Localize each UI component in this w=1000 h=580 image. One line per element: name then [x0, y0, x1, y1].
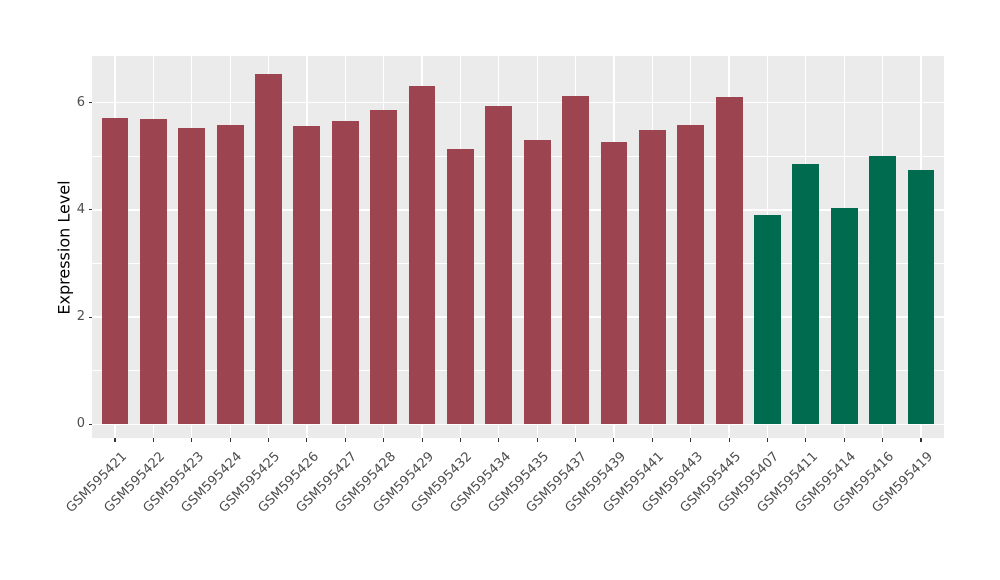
x-tick-mark [805, 438, 807, 442]
y-tick-label: 0 [76, 416, 85, 432]
x-tick-mark [421, 438, 423, 442]
y-axis-title: Expression Level [54, 180, 74, 315]
gridline-minor-y [92, 370, 944, 372]
x-tick-mark [306, 438, 308, 442]
bar-GSM595422 [139, 118, 167, 425]
x-tick-mark [843, 438, 845, 442]
x-tick-mark [498, 438, 500, 442]
bar-GSM595427 [331, 120, 359, 425]
bar-GSM595429 [408, 86, 436, 425]
bar-GSM595443 [677, 125, 705, 425]
bar-GSM595425 [255, 74, 282, 425]
x-tick-mark [920, 438, 922, 442]
y-tick-label: 6 [76, 94, 85, 110]
bar-GSM595416 [869, 155, 897, 425]
y-tick-label: 4 [76, 201, 85, 217]
gridline-major-y [92, 316, 944, 318]
bar-GSM595441 [638, 130, 666, 425]
bar-GSM595439 [600, 141, 628, 425]
x-tick-mark [766, 438, 768, 442]
bar-GSM595434 [485, 106, 513, 425]
bar-GSM595421 [101, 117, 129, 425]
x-tick-mark [728, 438, 730, 442]
bar-GSM595437 [562, 95, 589, 425]
y-tick-mark [89, 102, 92, 104]
bar-GSM595411 [792, 163, 820, 425]
x-tick-mark [882, 438, 884, 442]
x-tick-label-text: GSM595419 [869, 449, 936, 516]
x-tick-mark [575, 438, 577, 442]
bar-GSM595435 [523, 140, 551, 425]
bar-GSM595423 [178, 127, 206, 425]
x-tick-mark [267, 438, 270, 442]
y-tick-label: 2 [76, 309, 85, 325]
bar-GSM595414 [830, 208, 858, 425]
bar-GSM595424 [216, 124, 244, 425]
bar-GSM595428 [370, 110, 398, 425]
x-tick-mark [114, 438, 116, 442]
gridline-major-y [92, 423, 944, 425]
x-tick-mark [191, 438, 193, 442]
x-tick-mark [229, 438, 231, 442]
y-tick-mark [89, 209, 92, 211]
bar-GSM595426 [293, 126, 321, 425]
bar-GSM595445 [715, 97, 743, 425]
x-tick-mark [383, 438, 385, 442]
x-tick-mark [152, 438, 154, 442]
x-tick-mark [690, 438, 692, 442]
x-tick-mark [536, 438, 538, 442]
bar-GSM595419 [907, 169, 935, 425]
y-tick-mark [89, 423, 92, 425]
x-tick-mark [459, 438, 461, 442]
bar-GSM595432 [447, 149, 474, 425]
x-tick-mark [613, 438, 615, 442]
gridline-minor-y [92, 263, 944, 264]
gridline-minor-y [92, 155, 944, 157]
bar-GSM595407 [754, 214, 781, 425]
x-tick-mark [651, 438, 653, 442]
x-tick-mark [344, 438, 346, 442]
gridline-major-y [92, 101, 944, 104]
y-tick-mark [89, 316, 92, 318]
x-tick-label: GSM595419 [706, 445, 936, 516]
gridline-major-y [92, 209, 944, 211]
